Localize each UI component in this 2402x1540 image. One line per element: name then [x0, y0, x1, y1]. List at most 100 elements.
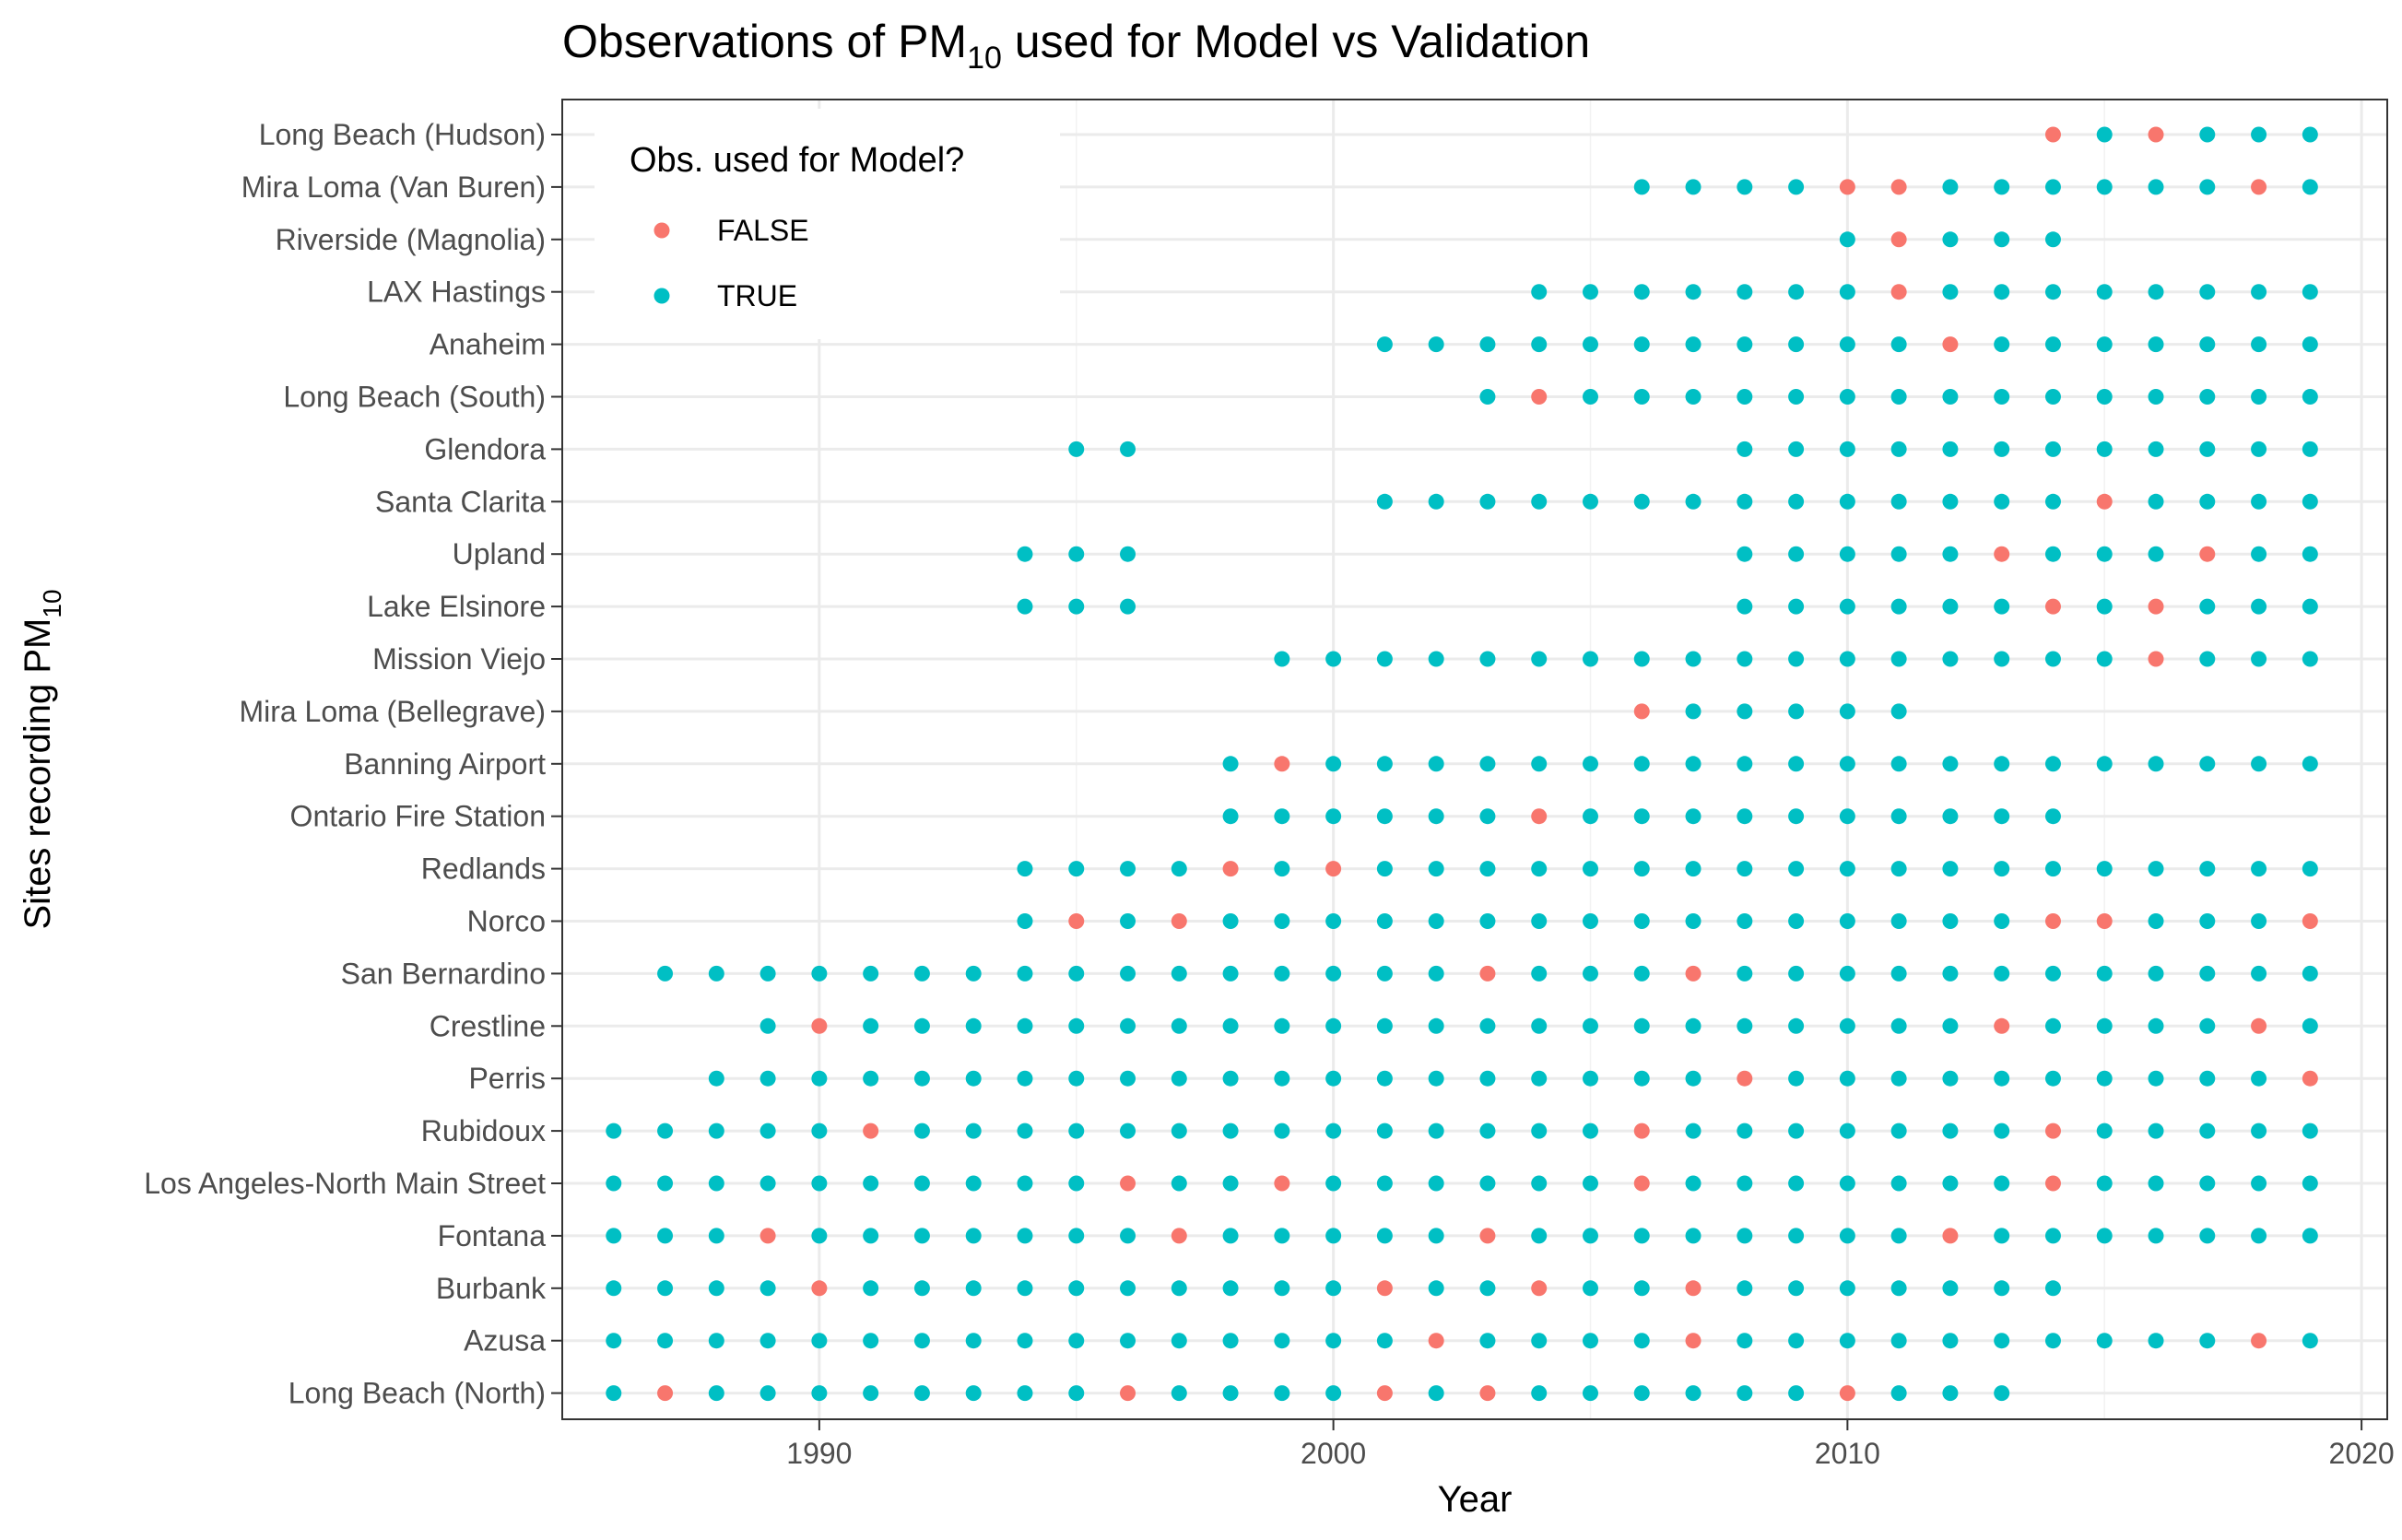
data-point	[1582, 808, 1598, 825]
data-point	[2199, 389, 2216, 405]
data-point	[913, 1333, 930, 1349]
data-point	[1531, 861, 1548, 877]
data-point	[1171, 1333, 1187, 1349]
data-point	[2251, 493, 2267, 510]
data-point	[1994, 179, 2010, 195]
data-point	[1531, 336, 1548, 353]
data-point	[2148, 336, 2164, 353]
data-point	[1325, 1070, 1342, 1087]
data-point	[2044, 1228, 2061, 1244]
data-point	[1582, 389, 1598, 405]
data-point	[1942, 651, 1959, 667]
data-point	[1120, 1070, 1136, 1087]
data-point	[2199, 284, 2216, 300]
data-point	[1788, 756, 1805, 772]
data-point	[1942, 598, 1959, 615]
data-point	[708, 1123, 724, 1139]
data-point	[1890, 913, 1907, 929]
data-point	[2148, 1017, 2164, 1034]
data-point	[1582, 1228, 1598, 1244]
data-point	[2199, 651, 2216, 667]
data-point	[1428, 1228, 1444, 1244]
data-point	[863, 965, 879, 982]
data-point	[863, 1385, 879, 1402]
data-point	[1376, 1280, 1393, 1297]
data-point	[1633, 284, 1650, 300]
data-point	[759, 1385, 776, 1402]
data-point	[1325, 756, 1342, 772]
data-point	[1376, 1228, 1393, 1244]
data-point	[1479, 1333, 1496, 1349]
data-point	[2302, 493, 2318, 510]
data-point	[2199, 126, 2216, 143]
data-point	[606, 1175, 622, 1192]
data-point	[2148, 861, 2164, 877]
data-point	[2302, 861, 2318, 877]
data-point	[1582, 1070, 1598, 1087]
data-point	[1428, 1123, 1444, 1139]
data-point	[1531, 1070, 1548, 1087]
data-point	[1890, 493, 1907, 510]
x-tick-label: 1990	[786, 1437, 852, 1470]
data-point	[1325, 1280, 1342, 1297]
data-point	[1274, 965, 1290, 982]
data-point	[657, 1175, 674, 1192]
data-point	[1531, 1175, 1548, 1192]
data-point	[863, 1123, 879, 1139]
data-point	[863, 1175, 879, 1192]
data-point	[1890, 546, 1907, 562]
data-point	[2251, 651, 2267, 667]
data-point	[2096, 965, 2113, 982]
data-point	[1531, 651, 1548, 667]
data-point	[1994, 1280, 2010, 1297]
data-point	[2302, 389, 2318, 405]
data-point	[606, 1123, 622, 1139]
data-point	[1737, 1070, 1753, 1087]
data-point	[1685, 808, 1701, 825]
data-point	[1633, 756, 1650, 772]
data-point	[2044, 336, 2061, 353]
data-point	[1376, 1070, 1393, 1087]
data-point	[1685, 179, 1701, 195]
data-point	[1737, 389, 1753, 405]
data-point	[1479, 965, 1496, 982]
data-point	[1428, 493, 1444, 510]
data-point	[1942, 1280, 1959, 1297]
data-point	[2302, 913, 2318, 929]
y-tick-label: Crestline	[430, 1009, 546, 1042]
data-point	[2148, 756, 2164, 772]
data-point	[1068, 1123, 1085, 1139]
data-point	[2302, 441, 2318, 457]
data-point	[1428, 1017, 1444, 1034]
data-point	[1942, 1017, 1959, 1034]
data-point	[1222, 1280, 1239, 1297]
data-point	[1222, 1175, 1239, 1192]
data-point	[2199, 1070, 2216, 1087]
data-point	[2302, 598, 2318, 615]
data-point	[1942, 861, 1959, 877]
data-point	[1222, 808, 1239, 825]
data-point	[1582, 284, 1598, 300]
data-point	[1737, 493, 1753, 510]
data-point	[1942, 493, 1959, 510]
data-point	[1531, 1228, 1548, 1244]
data-point	[1479, 756, 1496, 772]
data-point	[1325, 1175, 1342, 1192]
data-point	[1890, 1333, 1907, 1349]
data-point	[2044, 493, 2061, 510]
data-point	[1428, 1280, 1444, 1297]
data-point	[1839, 231, 1855, 248]
data-point	[2251, 1123, 2267, 1139]
data-point	[2148, 965, 2164, 982]
data-point	[1068, 1070, 1085, 1087]
data-point	[2199, 493, 2216, 510]
data-point	[1890, 1228, 1907, 1244]
data-point	[913, 1228, 930, 1244]
data-point	[1839, 598, 1855, 615]
data-point	[1428, 336, 1444, 353]
data-point	[657, 1123, 674, 1139]
data-point	[2044, 231, 2061, 248]
data-point	[2044, 808, 2061, 825]
data-point	[1685, 1017, 1701, 1034]
